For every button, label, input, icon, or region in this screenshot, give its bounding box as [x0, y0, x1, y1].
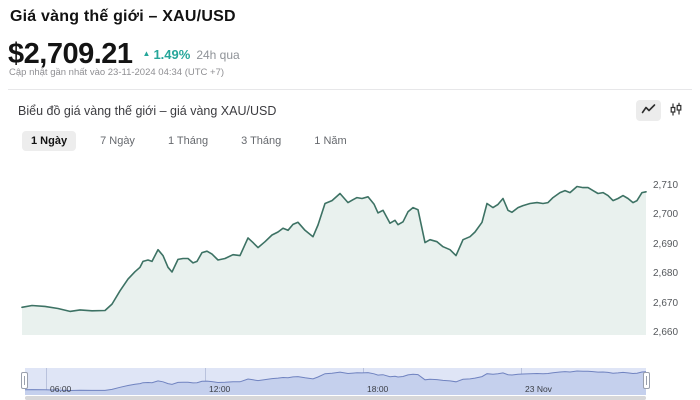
- y-axis-label: 2,690: [653, 238, 679, 250]
- range-tab-bar: 1 Ngày 7 Ngày 1 Tháng 3 Tháng 1 Năm: [22, 131, 356, 151]
- updated-timestamp: Cập nhật gần nhất vào 23-11-2024 04:34 (…: [9, 67, 225, 78]
- range-navigator[interactable]: 06:00 12:00 18:00 23 Nov: [21, 368, 650, 395]
- period-label: 24h qua: [196, 47, 240, 62]
- section-divider: [8, 89, 692, 90]
- navigator-left-handle[interactable]: [21, 372, 28, 389]
- range-tab-1-day[interactable]: 1 Ngày: [22, 131, 77, 151]
- line-chart-icon: [641, 103, 656, 118]
- candlestick-toggle-button[interactable]: [663, 100, 688, 121]
- chart-panel-title: Biểu đồ giá vàng thế giới – giá vàng XAU…: [18, 104, 277, 118]
- time-axis-label: 23 Nov: [525, 384, 552, 394]
- range-tab-3-months[interactable]: 3 Tháng: [241, 135, 282, 147]
- candlestick-icon: [669, 102, 683, 120]
- page-title: Giá vàng thế giới – XAU/USD: [10, 8, 236, 25]
- range-tab-1-year[interactable]: 1 Năm: [314, 135, 347, 147]
- chart-scrollbar-thumb[interactable]: [25, 396, 646, 400]
- time-axis-label: 12:00: [209, 384, 231, 394]
- range-tab-7-days[interactable]: 7 Ngày: [100, 135, 135, 147]
- y-axis-label: 2,700: [653, 209, 679, 221]
- price-value: $2,709.21: [8, 38, 133, 70]
- y-axis-label: 2,660: [653, 327, 679, 338]
- y-axis-label: 2,680: [653, 268, 679, 280]
- chart-scrollbar-track: [25, 396, 646, 400]
- price-change-badge: ▲ 1.49%: [143, 47, 191, 62]
- time-axis-label: 06:00: [50, 384, 72, 394]
- time-axis-label: 18:00: [367, 384, 389, 394]
- navigator-right-handle[interactable]: [643, 372, 650, 389]
- y-axis-label: 2,670: [653, 297, 679, 309]
- price-row: $2,709.21 ▲ 1.49% 24h qua: [8, 38, 240, 71]
- price-change-percent: 1.49%: [153, 47, 191, 62]
- navigator-gridline: [46, 368, 47, 395]
- up-arrow-icon: ▲: [142, 49, 151, 58]
- line-chart-toggle-button[interactable]: [636, 100, 661, 121]
- y-axis-label: 2,710: [653, 180, 679, 191]
- range-tab-1-month[interactable]: 1 Tháng: [167, 135, 209, 147]
- navigator-mini-chart: [25, 370, 646, 395]
